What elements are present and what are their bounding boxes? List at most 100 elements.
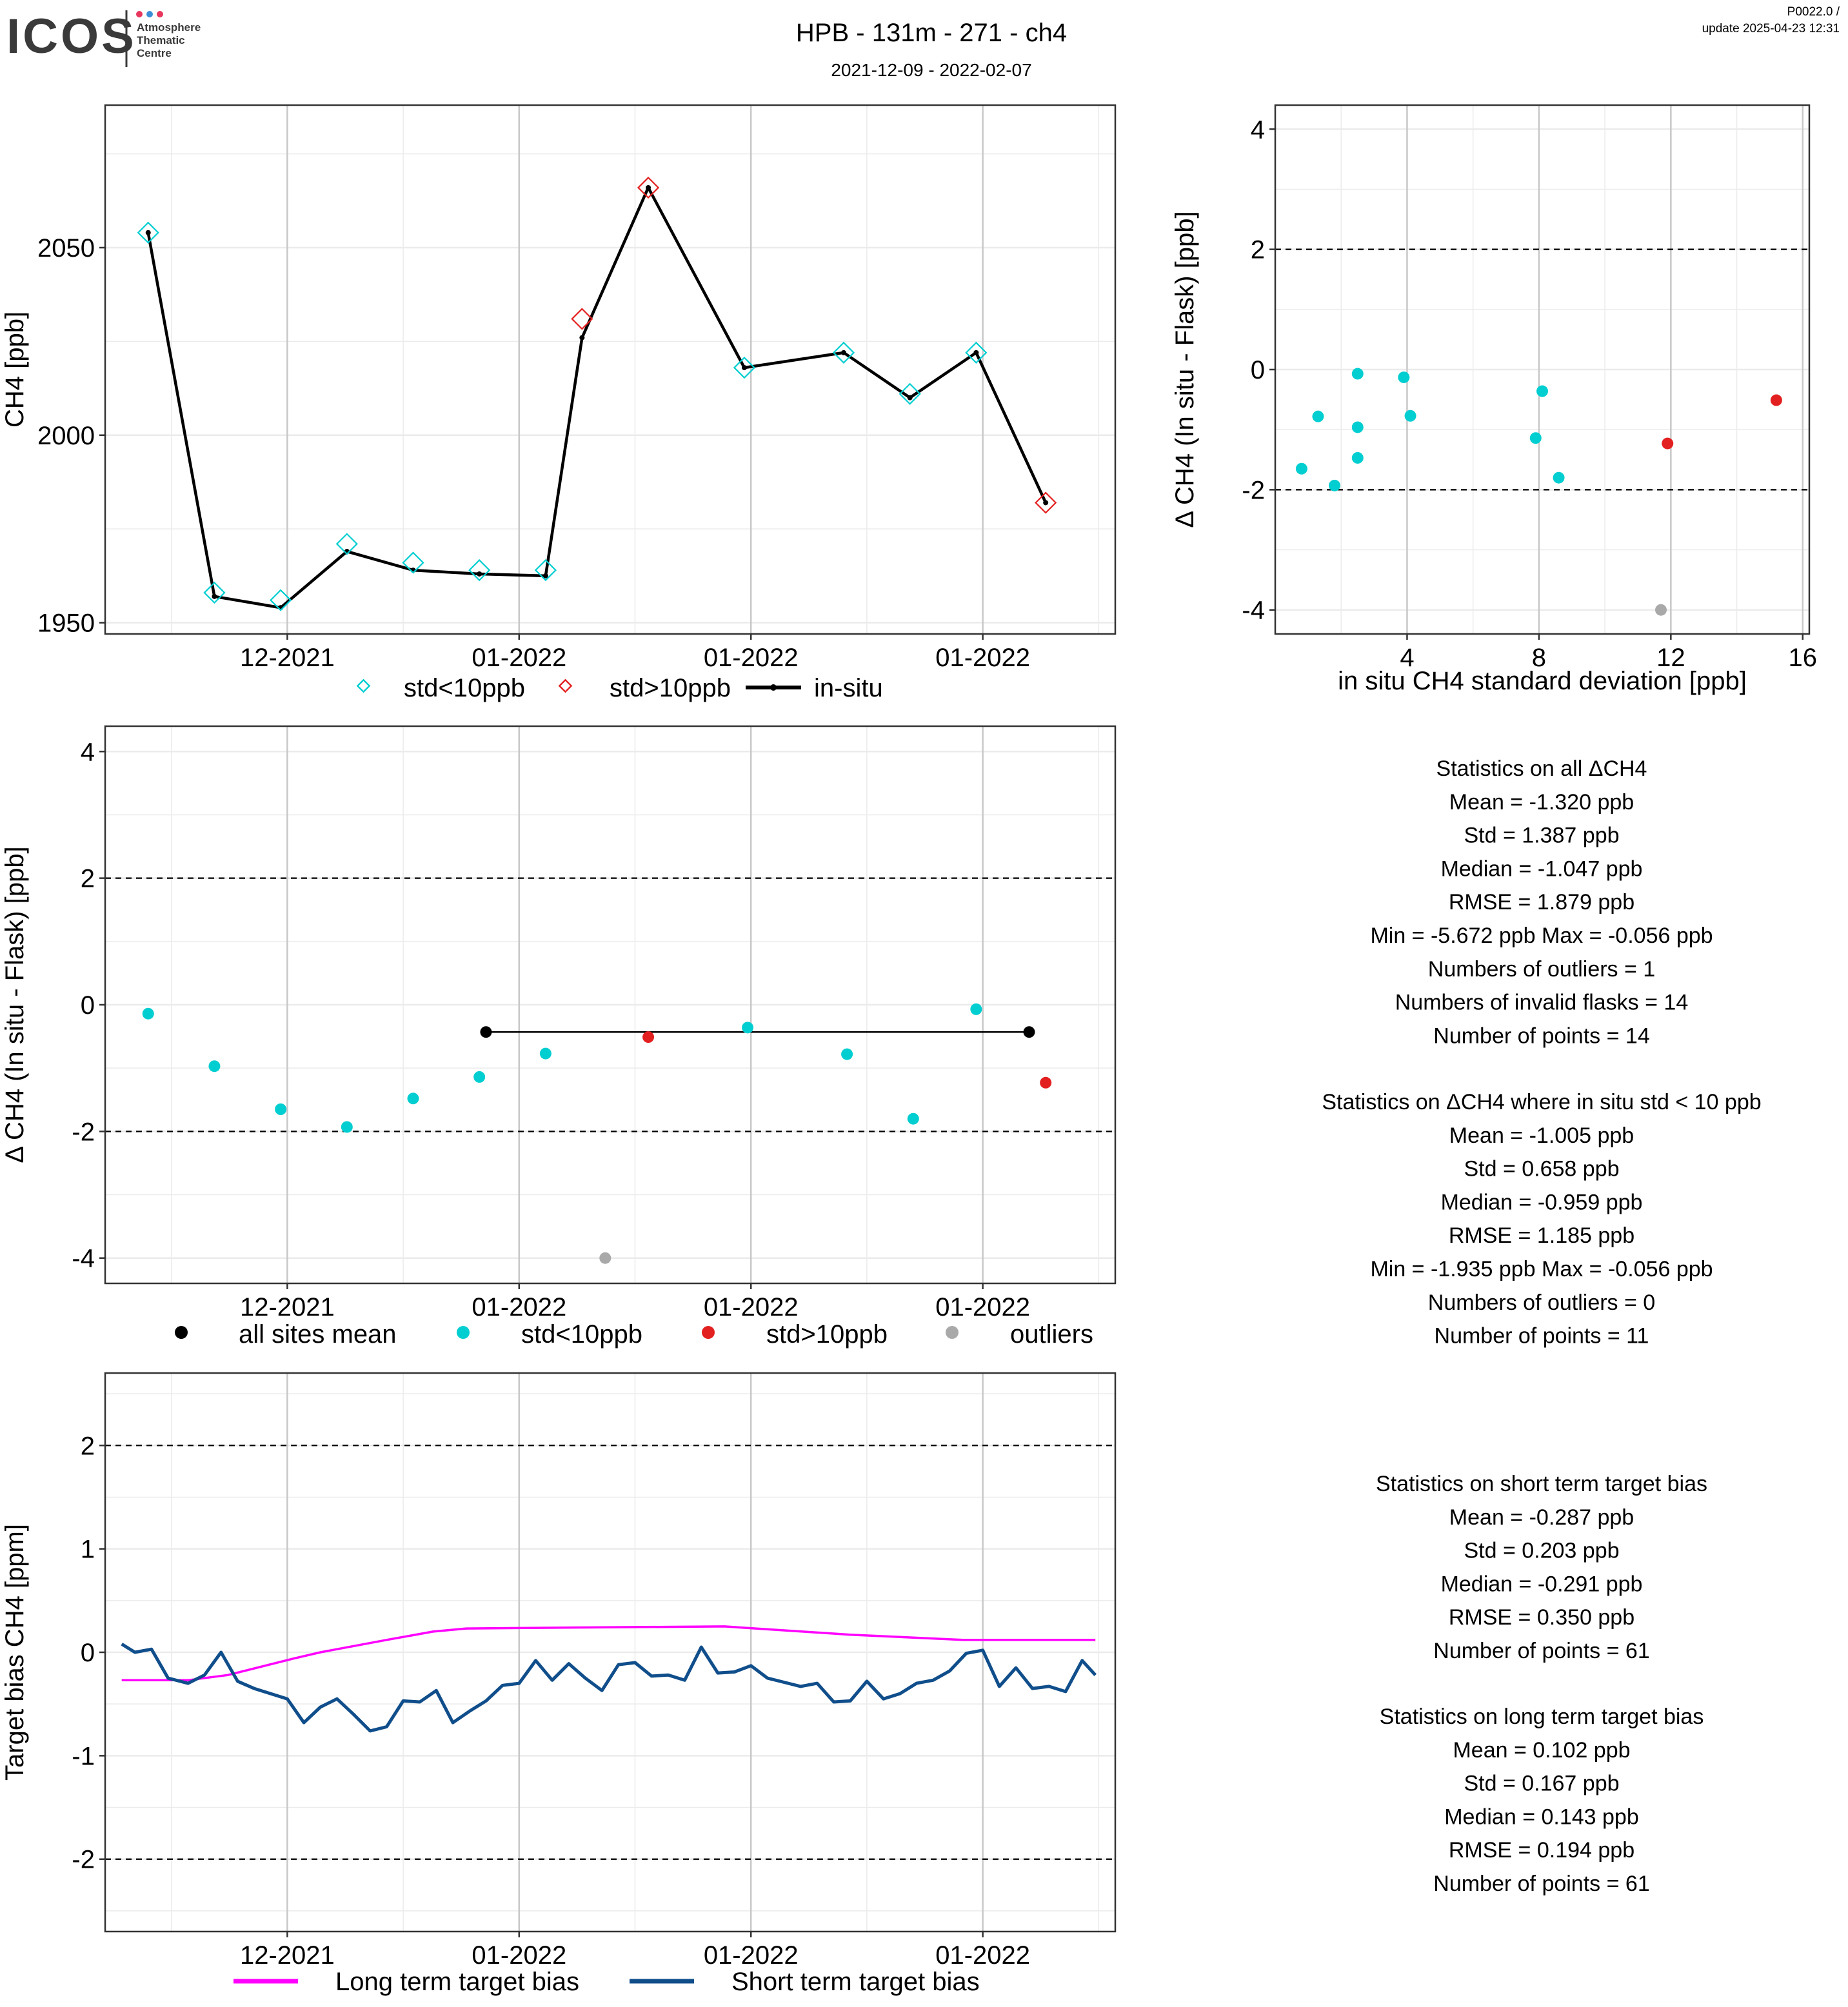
stats-line: Statistics on all ΔCH4 [1436,756,1647,781]
stats-line: RMSE = 0.350 ppb [1449,1605,1634,1630]
legend-key-std-lt10 [457,1326,470,1339]
stats-line: Statistics on short term target bias [1376,1472,1707,1496]
insitu-point [1043,500,1049,506]
legend-key-std-lt10 [356,678,371,693]
insitu-point [145,230,151,235]
mean-point [1023,1026,1035,1038]
x-tick-label: 01-2022 [935,1293,1030,1321]
legend-label-std-gt10: std>10ppb [610,674,731,702]
plot-area [105,105,1115,634]
stats-line: Std = 1.387 ppb [1464,824,1619,848]
difference-point [473,1071,486,1083]
difference-point [907,1112,919,1125]
insitu-point [840,350,846,355]
y-tick-label: 1950 [37,609,95,638]
flask-diamond [899,382,921,405]
y-tick-label: 2 [1251,236,1265,264]
legend-key-mean [175,1326,188,1339]
y-tick-label: 4 [1251,115,1265,144]
stats-line: Std = 0.658 ppb [1464,1157,1619,1181]
logo-dot [146,11,153,17]
logo-text: ICOS [6,9,137,64]
logo-sub-line: Thematic [137,34,185,46]
legend-label-std-gt10: std>10ppb [766,1320,888,1349]
scatter-point [1351,368,1364,380]
y-tick-label: -2 [1242,476,1265,504]
stats-line: Median = -1.047 ppb [1441,856,1643,881]
x-tick-label: 01-2022 [935,1941,1030,1970]
difference-panel: -4 -2 0 2 4 12-2021 01-2022 01-2022 01-2022 Δ CH4… [1,725,1117,1321]
stats-line: Numbers of outliers = 1 [1428,957,1655,982]
stats-line: Median = 0.143 ppb [1444,1804,1639,1829]
logo-dot [157,11,163,17]
scatter-point [1404,410,1416,422]
stats-line: Number of points = 11 [1435,1324,1649,1349]
stats-line: Number of points = 61 [1433,1872,1649,1896]
std-scatter-panel: -4 -2 0 2 4 4 8 12 16 Δ CH4 (In situ - Flask) [pp… [1171,104,1818,695]
difference-point [208,1060,221,1073]
insitu-point [579,335,585,341]
x-tick-label: 4 [1400,644,1414,672]
y-tick-label: 4 [81,738,95,766]
flask-diamond [637,176,660,199]
y-axis-label: Δ CH4 (In situ - Flask) [ppb] [1,846,29,1163]
logo-sub-line: Atmosphere [137,21,201,34]
stats-line: Mean = -1.005 ppb [1449,1123,1634,1148]
scatter-point [1553,471,1565,484]
difference-point [970,1003,982,1015]
stats-line: Mean = 0.102 ppb [1453,1738,1630,1763]
stats-line: Numbers of outliers = 0 [1428,1290,1655,1315]
scatter-point [1351,451,1364,464]
bias-legend: Long term target bias Short term target … [233,1968,980,1996]
timeseries-panel: 1950 2000 2050 12-2021 01-2022 01-2022 01-2022… [1,104,1117,672]
figure-subtitle: 2021-12-09 - 2022-02-07 [831,60,1031,80]
version-label: P0022.0 / [1787,5,1840,19]
y-tick-label: 0 [81,991,95,1020]
insitu-point [741,365,747,371]
x-tick-label: 8 [1532,644,1546,672]
scatter-point [1529,432,1542,444]
scatter-point [1662,437,1674,450]
legend-label-outliers: outliers [1010,1320,1093,1349]
insitu-point [646,184,651,190]
legend-label-std-lt10: std<10ppb [404,674,525,702]
flask-diamond [965,341,988,364]
x-tick-label: 12-2021 [240,644,335,672]
y-axis-label: Target bias CH4 [ppm] [1,1524,29,1781]
mean-point [480,1026,492,1038]
difference-point [599,1252,611,1264]
stats-line: Mean = -1.320 ppb [1449,790,1634,815]
scatter-point [1536,385,1548,397]
flask-diamond [203,581,226,604]
stats-line: Statistics on long term target bias [1380,1705,1704,1729]
legend-key-std-gt10 [558,678,573,693]
insitu-point [477,571,482,577]
flask-diamond [832,341,855,364]
y-tick-label: 2050 [37,234,95,262]
flask-diamond [402,551,424,574]
stats-line: Statistics on ΔCH4 where in situ std < 1… [1322,1090,1761,1114]
x-tick-label: 01-2022 [472,644,566,672]
flask-diamond [534,559,557,582]
scatter-point [1398,371,1410,384]
stats-line: Number of points = 61 [1433,1639,1649,1663]
x-tick-label: 12-2021 [240,1941,335,1970]
difference-point [539,1047,551,1060]
x-tick-label: 01-2022 [935,644,1030,672]
x-tick-label: 16 [1789,644,1818,672]
stats-line: Std = 0.167 ppb [1464,1772,1619,1796]
stats-std10-block: Statistics on ΔCH4 where in situ std < 1… [1322,1090,1761,1349]
scatter-point [1351,421,1364,433]
timeseries-legend: std<10ppb std>10ppb in-situ [356,674,883,702]
logo-dot [136,11,143,17]
flask-diamond [1035,491,1057,514]
legend-label-short-term: Short term target bias [731,1968,980,1996]
difference-point [1040,1076,1052,1089]
scatter-point [1295,462,1307,475]
x-axis-label: in situ CH4 standard deviation [ppb] [1338,667,1747,695]
y-tick-label: -2 [72,1118,95,1146]
y-tick-label: 1 [81,1536,95,1564]
flask-diamond [733,356,756,379]
difference-point [742,1022,754,1034]
x-tick-label: 01-2022 [472,1941,566,1970]
